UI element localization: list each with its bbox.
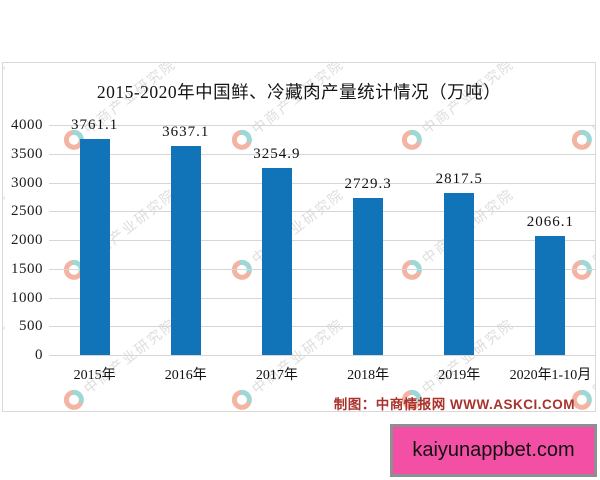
y-axis-tick-label: 3500 bbox=[11, 145, 43, 162]
promo-banner-link[interactable]: kaiyunappbet.com bbox=[412, 439, 575, 461]
watermark: 中商产业研究院 bbox=[227, 63, 348, 154]
bar-value-label: 3254.9 bbox=[253, 145, 301, 162]
y-axis-tick-label: 2000 bbox=[11, 232, 43, 248]
askci-logo-icon bbox=[227, 255, 256, 284]
bar-2017年 bbox=[261, 167, 292, 355]
bar-2018年 bbox=[353, 198, 384, 355]
x-axis-category-label: 2020年1-10月 bbox=[509, 368, 592, 383]
x-axis-category-label: 2015年 bbox=[73, 368, 116, 383]
bar-2015年 bbox=[79, 138, 110, 355]
bar-value-label: 2729.3 bbox=[344, 176, 392, 193]
x-axis-category-label: 2018年 bbox=[347, 368, 390, 383]
y-axis-tick-label: 1500 bbox=[11, 260, 43, 277]
watermark-text: 中商产业研究院 bbox=[2, 185, 9, 267]
gridline bbox=[49, 182, 595, 184]
bar-value-label: 2066.1 bbox=[526, 214, 575, 231]
x-axis-category-label: 2017年 bbox=[255, 368, 298, 383]
gridline bbox=[49, 211, 595, 213]
gridline bbox=[49, 153, 595, 155]
askci-logo-icon bbox=[397, 255, 426, 284]
y-axis-tick-label: 0 bbox=[35, 347, 43, 363]
y-axis-tick-label: 2500 bbox=[11, 203, 43, 220]
promo-banner: kaiyunappbet.com bbox=[390, 424, 597, 477]
watermark: 中商产业研究院 bbox=[397, 63, 518, 154]
source-attribution: 制图：中商情报网 WWW.ASKCI.COM bbox=[333, 397, 575, 412]
watermark: 中商产业研究院 bbox=[3, 63, 10, 154]
watermark: 中商产业研究院 bbox=[567, 63, 595, 154]
gridline bbox=[49, 326, 595, 328]
x-axis-category-label: 2019年 bbox=[438, 368, 481, 383]
askci-logo-icon bbox=[397, 125, 426, 154]
watermark: 中商产业研究院 bbox=[59, 314, 180, 411]
bar-value-label: 2817.5 bbox=[435, 170, 483, 187]
gridline bbox=[49, 297, 595, 299]
y-axis-tick-label: 1000 bbox=[11, 289, 43, 306]
askci-logo-icon bbox=[227, 385, 256, 411]
gridline bbox=[49, 125, 595, 126]
gridline bbox=[49, 268, 595, 270]
y-axis-tick-label: 500 bbox=[19, 318, 43, 335]
x-axis-category-label: 2016年 bbox=[164, 368, 207, 383]
bar-value-label: 3637.1 bbox=[162, 123, 210, 140]
bar-2016年 bbox=[170, 145, 201, 355]
askci-logo-icon bbox=[567, 255, 595, 284]
chart-panel: 中商产业研究院 中商产业研究院 中商产业研究院 中商产业研究院 中商产业研究院 中商产业研… bbox=[2, 62, 596, 412]
askci-logo-icon bbox=[59, 385, 88, 411]
chart-title: 2015-2020年中国鲜、冷藏肉产量统计情况（万吨） bbox=[96, 82, 502, 102]
bar-2019年 bbox=[444, 192, 475, 355]
bar-value-label: 3761.1 bbox=[70, 116, 119, 133]
askci-logo-icon bbox=[567, 125, 595, 154]
gridline bbox=[49, 355, 595, 356]
gridline bbox=[49, 240, 595, 241]
bar-2020年1-10月 bbox=[535, 236, 566, 355]
y-axis-tick-label: 4000 bbox=[11, 117, 43, 133]
y-axis-tick-label: 3000 bbox=[11, 174, 43, 191]
